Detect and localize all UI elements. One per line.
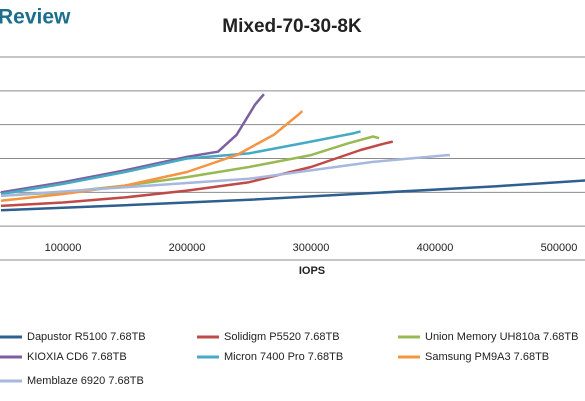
chart-title: Mixed-70-30-8K bbox=[222, 16, 362, 37]
series-line bbox=[0, 93, 265, 194]
x-tick-label: 200000 bbox=[169, 242, 206, 254]
x-tick-label: 400000 bbox=[417, 242, 454, 254]
legend-label: KIOXIA CD6 7.68TB bbox=[27, 351, 127, 363]
legend-label: Samsung PM9A3 7.68TB bbox=[425, 351, 549, 363]
series-line bbox=[0, 179, 585, 212]
x-tick-label: 500000 bbox=[541, 242, 578, 254]
legend-label: Union Memory UH810a 7.68TB bbox=[425, 331, 578, 343]
x-tick-label: 100000 bbox=[45, 242, 82, 254]
x-tick-label: 300000 bbox=[293, 242, 330, 254]
x-axis-label: IOPS bbox=[299, 265, 325, 277]
brand: Review bbox=[0, 6, 71, 29]
legend-label: Memblaze 6920 7.68TB bbox=[27, 375, 144, 387]
legend-label: Micron 7400 Pro 7.68TB bbox=[224, 351, 343, 363]
series-line bbox=[0, 110, 304, 203]
series-line bbox=[0, 153, 450, 197]
series-line bbox=[0, 135, 380, 197]
series-line bbox=[0, 140, 394, 208]
legend-label: Dapustor R5100 7.68TB bbox=[27, 331, 146, 343]
legend-label: Solidigm P5520 7.68TB bbox=[224, 331, 340, 343]
series-line bbox=[0, 130, 361, 196]
